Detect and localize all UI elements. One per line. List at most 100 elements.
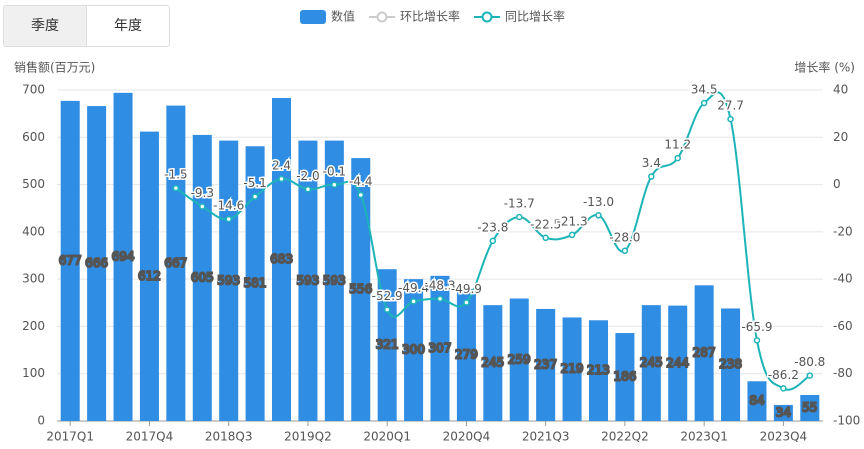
- bar: [483, 305, 503, 421]
- line-label: -49.9: [451, 282, 482, 296]
- legend-swatch: [300, 10, 326, 24]
- bar: [747, 381, 767, 421]
- bar-label: 238: [719, 357, 742, 371]
- bar-label: 300: [402, 343, 425, 357]
- line-label: -52.9: [372, 289, 403, 303]
- bar-label: 321: [376, 338, 399, 352]
- x-tick-label: 2017Q4: [126, 430, 174, 444]
- y-axis-title: 销售额(百万元): [14, 60, 95, 75]
- bar-label: 186: [613, 370, 636, 384]
- bar-label: 213: [587, 363, 610, 377]
- legend-label[interactable]: 环比增长率: [400, 9, 460, 24]
- legend-label[interactable]: 同比增长率: [505, 9, 565, 24]
- bar-label: 244: [666, 356, 689, 370]
- bar: [668, 305, 688, 421]
- x-tick-label: 2023Q1: [680, 430, 728, 444]
- line-label: -5.1: [243, 176, 266, 190]
- line-label: -21.3: [557, 214, 588, 228]
- line-point: [436, 295, 444, 303]
- line-point: [172, 184, 180, 192]
- y2-tick-label: 20: [833, 130, 848, 144]
- bar-label: 245: [640, 356, 663, 370]
- line-point: [753, 337, 761, 344]
- line-point: [648, 173, 655, 180]
- bar: [298, 140, 318, 422]
- bar: [404, 279, 424, 421]
- line-label: -13.7: [504, 196, 535, 210]
- toggle-button[interactable]: 年度: [86, 6, 169, 46]
- bar-label: 307: [429, 341, 452, 355]
- bar: [166, 105, 186, 422]
- bar: [773, 404, 793, 421]
- line-point: [331, 181, 338, 189]
- y-tick-label: 200: [22, 319, 45, 333]
- bar-label: 666: [85, 256, 108, 270]
- line-point: [278, 175, 285, 183]
- line-point: [357, 191, 365, 199]
- bar: [430, 275, 450, 421]
- line-label: -13.0: [583, 195, 614, 209]
- x-tick-label: 2023Q4: [760, 430, 808, 444]
- x-tick-label: 2022Q2: [601, 430, 649, 444]
- bar: [588, 320, 608, 421]
- bar-label: 612: [138, 269, 161, 283]
- line-label: -0.1: [323, 164, 346, 178]
- bar: [536, 308, 556, 421]
- line-point: [674, 154, 681, 162]
- bar-label: 593: [323, 273, 346, 287]
- line-point: [727, 115, 734, 123]
- legend-swatch: [481, 11, 493, 23]
- line-point: [595, 212, 602, 219]
- x-tick-label: 2019Q2: [284, 430, 332, 444]
- line-label: -1.5: [164, 168, 187, 182]
- y-tick-label: 700: [22, 83, 45, 97]
- line-point: [568, 231, 576, 239]
- y-tick-label: 100: [22, 366, 45, 380]
- bar: [87, 106, 107, 421]
- line-label: -9.3: [191, 186, 214, 200]
- line-label: 27.7: [717, 99, 744, 113]
- line: [175, 91, 811, 391]
- line-point: [410, 298, 417, 305]
- line-point: [621, 247, 629, 255]
- line-label: -23.8: [477, 220, 508, 234]
- y2-tick-label: 0: [833, 177, 841, 191]
- y2-tick-label: -80: [833, 366, 853, 380]
- y-tick-label: 600: [22, 130, 45, 144]
- line-point: [463, 299, 470, 306]
- y-tick-label: 400: [22, 224, 45, 238]
- bar: [456, 289, 476, 421]
- bar: [219, 140, 239, 422]
- bar-label: 84: [749, 394, 764, 408]
- bar: [113, 92, 133, 421]
- y2-tick-label: 40: [833, 83, 848, 97]
- y-tick-label: 500: [22, 177, 45, 191]
- bar-label: 237: [534, 357, 557, 371]
- bar-label: 55: [802, 400, 817, 414]
- line-label: 3.4: [642, 156, 661, 170]
- line-point: [700, 99, 708, 107]
- y-tick-label: 0: [37, 414, 45, 428]
- x-tick-label: 2021Q3: [522, 430, 570, 444]
- bar: [509, 298, 529, 421]
- bar-label: 245: [481, 356, 504, 370]
- line-label: -22.5: [530, 217, 561, 231]
- line-point: [806, 372, 814, 379]
- legend-label[interactable]: 数值: [331, 9, 355, 24]
- line-label: -49.4: [398, 281, 429, 295]
- x-tick-label: 2017Q1: [46, 430, 94, 444]
- bar-label: 593: [296, 273, 319, 287]
- toggle-button[interactable]: 季度: [4, 6, 86, 46]
- line-label: -28.0: [609, 230, 640, 244]
- bar: [615, 333, 635, 421]
- bar-label: 593: [217, 273, 240, 287]
- bar-label: 219: [561, 362, 584, 376]
- line-label: 34.5: [691, 83, 718, 97]
- line-label: -4.4: [349, 174, 372, 188]
- x-tick-label: 2020Q4: [443, 430, 491, 444]
- bar-label: 605: [191, 270, 214, 284]
- line-point: [489, 237, 497, 245]
- period-toggle: 季度 年度: [3, 5, 170, 47]
- line-point: [251, 193, 259, 200]
